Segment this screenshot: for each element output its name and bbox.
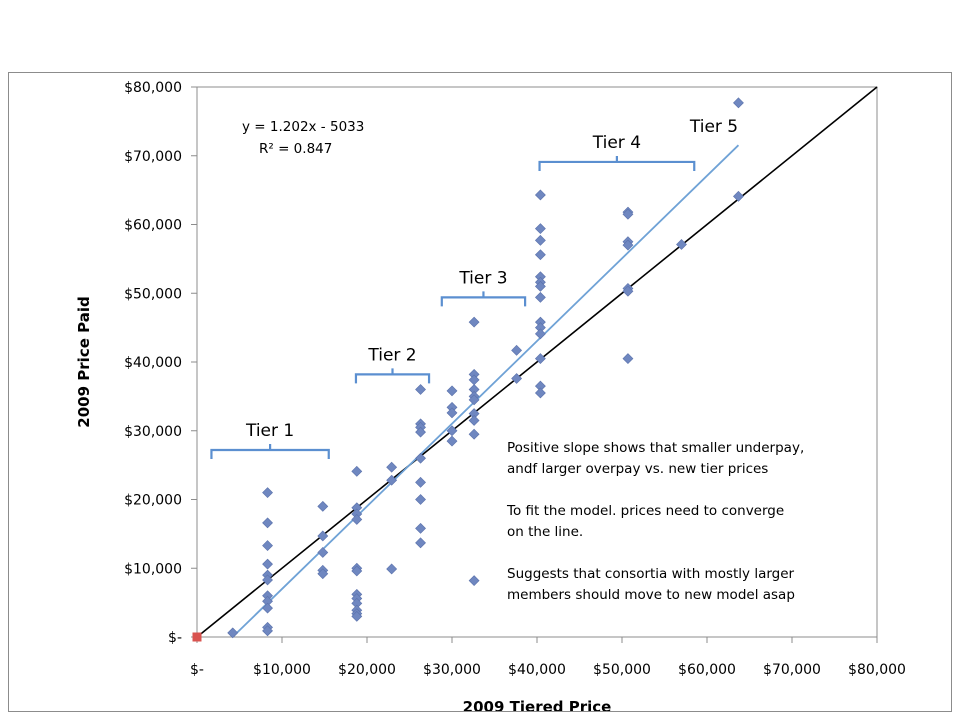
data-point (534, 328, 546, 340)
tier-label: Tier 4 (592, 133, 641, 153)
annotation-line: andf larger overpay vs. new tier prices (507, 461, 768, 477)
data-point (534, 291, 546, 303)
tier-label: Tier 1 (245, 421, 294, 441)
y-axis-title: 2009 Price Paid (75, 296, 93, 427)
data-point (446, 435, 458, 447)
data-point (415, 522, 426, 534)
tier-bracket (538, 155, 696, 171)
tier-5-label: Tier 5 (689, 117, 738, 137)
data-point (622, 285, 634, 297)
data-point (262, 602, 273, 614)
data-point (534, 234, 546, 246)
origin-marker (192, 632, 202, 642)
trendline-r-squared: R² = 0.847 (259, 141, 332, 157)
x-tick-label: $70,000 (763, 662, 821, 678)
y-tick-label: $30,000 (124, 424, 182, 440)
tier-label: Tier 2 (367, 345, 416, 365)
x-tick-label: $50,000 (593, 662, 651, 678)
tier-bracket (440, 291, 527, 307)
data-point (415, 452, 426, 464)
data-point (534, 353, 546, 364)
y-tick-label: $40,000 (124, 355, 182, 371)
data-point (351, 514, 363, 525)
x-tick-label: $- (190, 662, 204, 678)
data-point (622, 353, 634, 364)
data-point (317, 547, 329, 558)
x-tick-label: $80,000 (848, 662, 906, 678)
x-axis-title: 2009 Tiered Price (463, 698, 612, 711)
data-point (534, 280, 546, 292)
data-point (534, 189, 546, 201)
annotation-line: members should move to new model asap (507, 587, 795, 603)
data-point (468, 394, 480, 406)
tier-bracket (354, 368, 431, 384)
y-tick-label: $70,000 (124, 149, 182, 165)
x-tick-label: $10,000 (253, 662, 311, 678)
scatter-chart: $- $10,000 $20,000 $30,000 $40,000 $50,000 $60… (75, 80, 906, 711)
data-point (415, 476, 426, 488)
x-tick-label: $30,000 (423, 662, 481, 678)
data-point (317, 500, 329, 512)
data-point (386, 563, 398, 575)
chart-frame: $- $10,000 $20,000 $30,000 $40,000 $50,000 $60… (8, 72, 952, 712)
data-point (386, 474, 398, 486)
annotation-line: Positive slope shows that smaller underp… (507, 440, 804, 456)
data-point (468, 316, 480, 328)
data-point (351, 465, 363, 477)
data-points (227, 97, 744, 639)
annotation-line: on the line. (507, 524, 583, 540)
x-tick-label: $40,000 (508, 662, 566, 678)
data-point (511, 373, 523, 384)
annotation-line: To fit the model. prices need to converg… (506, 503, 784, 519)
data-point (446, 407, 458, 419)
data-point (415, 537, 426, 549)
annotation-text: Positive slope shows that smaller underp… (506, 440, 804, 603)
data-point (262, 574, 273, 586)
y-tick-label: $80,000 (124, 80, 182, 96)
data-point (262, 487, 273, 499)
data-point (415, 426, 426, 438)
y-tick-label: $20,000 (124, 493, 182, 509)
trendline (232, 144, 740, 638)
trendline-equation: y = 1.202x - 5033 (242, 119, 364, 135)
x-axis-ticks: $- $10,000 $20,000 $30,000 $40,000 $50,000 $60… (190, 637, 906, 678)
data-point (415, 494, 426, 505)
data-point (351, 610, 363, 622)
data-point (676, 239, 687, 250)
data-point (415, 384, 426, 395)
data-point (446, 385, 458, 397)
data-point (468, 428, 480, 440)
data-point (317, 568, 329, 580)
data-point (622, 239, 634, 251)
data-point (511, 344, 523, 356)
data-point (468, 415, 480, 426)
data-point (262, 517, 273, 529)
reference-line (196, 86, 878, 638)
y-axis-ticks: $- $10,000 $20,000 $30,000 $40,000 $50,000 $60… (124, 80, 197, 646)
data-point (733, 97, 744, 109)
x-tick-label: $20,000 (338, 662, 396, 678)
tier-bracket (210, 444, 330, 459)
data-point (468, 575, 480, 587)
data-point (534, 387, 546, 399)
y-tick-label: $50,000 (124, 286, 182, 302)
data-point (262, 625, 273, 637)
tier-brackets: Tier 1 Tier 2 Tier 3 Tier 4 (210, 133, 696, 459)
data-point (262, 540, 273, 551)
y-tick-label: $60,000 (124, 218, 182, 234)
data-point (227, 627, 239, 639)
data-point (317, 530, 329, 542)
data-point (534, 249, 546, 261)
data-point (622, 208, 634, 220)
y-tick-label: $- (168, 630, 182, 646)
data-point (262, 558, 273, 570)
annotation-line: Suggests that consortia with mostly larg… (507, 566, 795, 582)
tier-label: Tier 3 (458, 268, 507, 288)
data-point (386, 461, 398, 473)
data-point (534, 223, 546, 235)
data-point (351, 565, 363, 577)
y-tick-label: $10,000 (124, 561, 182, 577)
data-point (733, 190, 744, 202)
x-tick-label: $60,000 (678, 662, 736, 678)
